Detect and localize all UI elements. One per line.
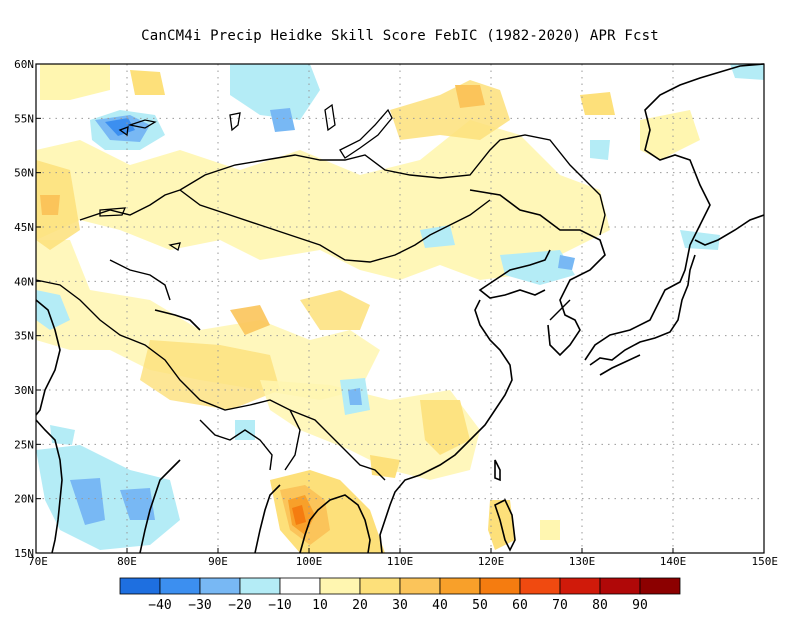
colorbar-swatch xyxy=(399,577,441,595)
lon-label: 70E xyxy=(28,555,48,568)
lat-label: 60N xyxy=(14,58,34,71)
colorbar-label: 90 xyxy=(632,598,648,613)
colorbar: −40 −30 −20 −10 10 20 30 40 50 60 70 80 90 xyxy=(119,577,681,613)
lat-label: 15N xyxy=(14,547,34,560)
colorbar-label: 80 xyxy=(592,598,608,613)
lon-label: 130E xyxy=(569,555,596,568)
colorbar-label: −20 xyxy=(228,598,251,613)
lat-label: 30N xyxy=(14,384,34,397)
longitude-labels: 70E 80E 90E 100E 110E 120E 130E 140E 150E xyxy=(28,548,778,568)
lon-label: 120E xyxy=(478,555,505,568)
colorbar-swatch xyxy=(199,577,241,595)
colorbar-label: 70 xyxy=(552,598,568,613)
colorbar-swatch xyxy=(159,577,201,595)
lon-label: 90E xyxy=(208,555,228,568)
colorbar-label: 60 xyxy=(512,598,528,613)
colorbar-label: 50 xyxy=(472,598,488,613)
lon-label: 100E xyxy=(296,555,323,568)
colorbar-swatch xyxy=(119,577,161,595)
colorbar-swatch xyxy=(319,577,361,595)
colorbar-swatch xyxy=(559,577,601,595)
colorbar-label: 10 xyxy=(312,598,328,613)
colorbar-label: 20 xyxy=(352,598,368,613)
colorbar-label: 40 xyxy=(432,598,448,613)
lon-label: 110E xyxy=(387,555,414,568)
colorbar-label: −10 xyxy=(268,598,291,613)
colorbar-swatch xyxy=(439,577,481,595)
colorbar-swatch xyxy=(639,577,681,595)
lat-label: 35N xyxy=(14,330,34,343)
map-title: CanCM4i Precip Heidke Skill Score FebIC … xyxy=(141,28,659,44)
colorbar-swatch xyxy=(279,577,321,595)
coastlines xyxy=(35,63,765,554)
colorbar-swatch xyxy=(479,577,521,595)
lat-label: 40N xyxy=(14,275,34,288)
colorbar-swatch xyxy=(359,577,401,595)
colorbar-label: −30 xyxy=(188,598,211,613)
lon-label: 150E xyxy=(752,555,779,568)
colorbar-label: 30 xyxy=(392,598,408,613)
lakes xyxy=(99,103,393,252)
lon-label: 140E xyxy=(660,555,687,568)
lat-label: 55N xyxy=(14,112,34,125)
lat-label: 45N xyxy=(14,221,34,234)
latitude-labels: 60N 55N 50N 45N 40N 35N 30N 25N 20N 15N xyxy=(14,58,41,560)
colorbar-swatch xyxy=(519,577,561,595)
lat-label: 20N xyxy=(14,493,34,506)
country-borders xyxy=(35,134,606,481)
colorbar-swatch xyxy=(239,577,281,595)
lat-label: 25N xyxy=(14,438,34,451)
lon-label: 80E xyxy=(117,555,137,568)
lat-label: 50N xyxy=(14,167,34,180)
colorbar-swatch xyxy=(599,577,641,595)
colorbar-label: −40 xyxy=(148,598,171,613)
